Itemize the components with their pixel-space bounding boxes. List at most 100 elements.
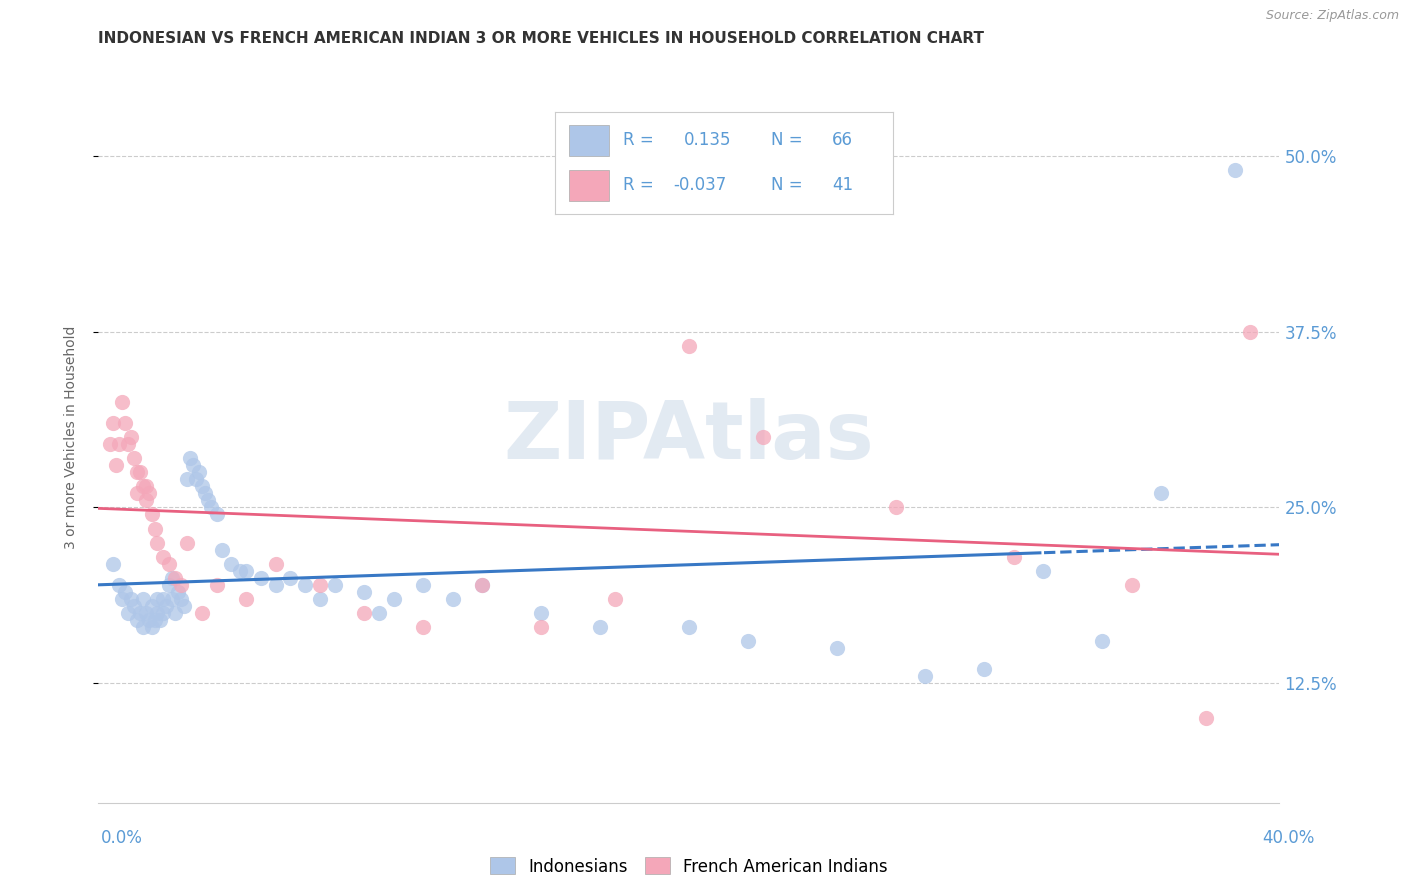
Point [181,458,204,473]
Point [146,591,169,606]
Point [278,571,302,585]
Bar [569,125,609,155]
Point [141,508,163,522]
Point [135,606,157,620]
Point [294,578,316,592]
Point [108,578,131,592]
Point [152,591,174,606]
Point [167,584,190,599]
Point [135,479,157,493]
Point [149,613,172,627]
Point [117,437,139,451]
Point [146,535,169,549]
Point [197,493,219,508]
Point [162,591,183,606]
Point [162,571,183,585]
Point [1121,578,1143,592]
Point [138,613,160,627]
Point [191,479,214,493]
Point [825,641,848,656]
Point [441,591,464,606]
Text: R =: R = [623,177,654,194]
Point [737,634,759,648]
Point [471,578,494,592]
Point [200,500,222,515]
Point [1223,162,1246,177]
Point [138,486,160,500]
Point [176,535,198,549]
Point [194,486,217,500]
Point [111,395,134,409]
Point [141,599,163,613]
Point [368,606,391,620]
Point [1002,549,1025,564]
Point [973,662,995,676]
Point [165,571,187,585]
Point [1195,711,1218,725]
Point [530,606,553,620]
Point [132,479,155,493]
Text: 41: 41 [832,177,853,194]
Text: 0.135: 0.135 [683,131,731,149]
Text: INDONESIAN VS FRENCH AMERICAN INDIAN 3 OR MORE VEHICLES IN HOUSEHOLD CORRELATION: INDONESIAN VS FRENCH AMERICAN INDIAN 3 O… [98,31,984,46]
Point [219,557,242,571]
Point [143,613,166,627]
Point [589,620,612,634]
Text: R =: R = [623,131,654,149]
Point [157,557,180,571]
Point [111,591,134,606]
Point [1091,634,1114,648]
Point [103,557,125,571]
Bar [569,170,609,201]
Text: N =: N = [772,131,803,149]
Text: N =: N = [772,177,803,194]
Point [117,606,139,620]
Point [235,591,257,606]
Point [128,606,150,620]
Point [250,571,273,585]
Text: 66: 66 [832,131,853,149]
Point [205,578,228,592]
Point [205,508,228,522]
Point [1032,564,1054,578]
Point [1239,325,1261,339]
Point [157,578,180,592]
Point [176,472,198,486]
Point [132,620,155,634]
Point [678,339,700,353]
Point [98,437,121,451]
Point [146,606,169,620]
Point [309,591,332,606]
Text: ZIPAtlas: ZIPAtlas [503,398,875,476]
Point [229,564,252,578]
Point [1150,486,1173,500]
Point [141,620,163,634]
Point [125,613,148,627]
Point [751,430,773,444]
Point [353,606,375,620]
Point [165,606,187,620]
Point [170,578,193,592]
Point [155,599,177,613]
Point [530,620,553,634]
Point [120,430,142,444]
Point [114,584,136,599]
Point [184,472,207,486]
Point [103,416,125,430]
Point [678,620,700,634]
Point [122,599,145,613]
Y-axis label: 3 or more Vehicles in Household: 3 or more Vehicles in Household [63,326,77,549]
Point [264,578,287,592]
Point [382,591,405,606]
Point [135,493,157,508]
Point [128,465,150,479]
Text: Source: ZipAtlas.com: Source: ZipAtlas.com [1265,9,1399,22]
Point [914,669,936,683]
Text: -0.037: -0.037 [673,177,727,194]
Point [125,486,148,500]
Point [353,584,375,599]
Point [120,591,142,606]
Point [187,465,209,479]
Text: 0.0%: 0.0% [101,829,143,847]
Point [191,606,214,620]
